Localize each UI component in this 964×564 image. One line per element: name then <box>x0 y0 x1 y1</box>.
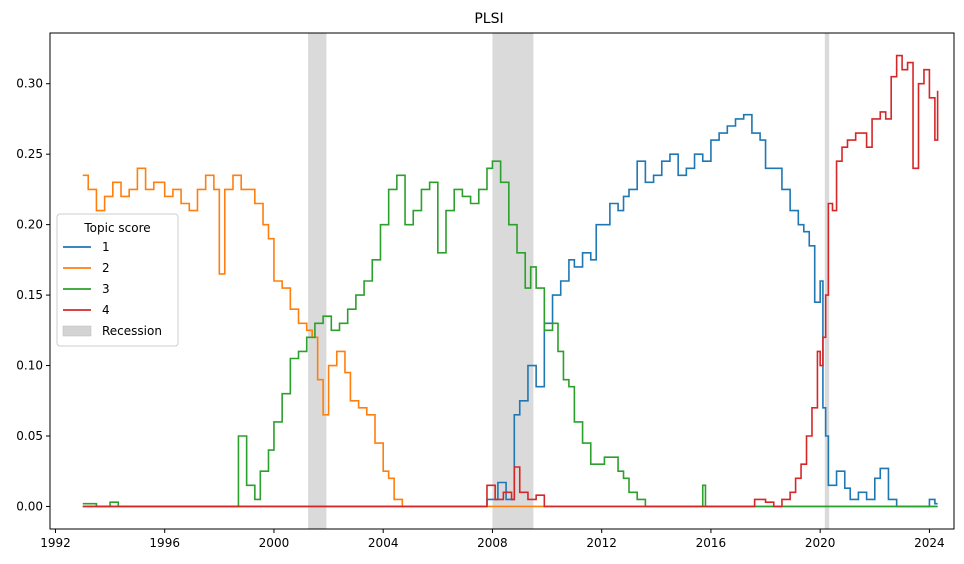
series-lines <box>82 54 939 508</box>
legend-label: 2 <box>102 261 110 275</box>
legend-label: 3 <box>102 282 110 296</box>
y-tick-label: 0.25 <box>16 147 43 161</box>
y-tick-label: 0.15 <box>16 288 43 302</box>
legend-swatch-recession <box>62 325 92 337</box>
y-tick-label: 0.10 <box>16 359 43 373</box>
recession-band <box>492 33 534 529</box>
x-tick-label: 2000 <box>259 536 290 550</box>
x-tick-label: 2004 <box>368 536 399 550</box>
legend-label: 4 <box>102 303 110 317</box>
legend-label: 1 <box>102 240 110 254</box>
series-line-2 <box>82 167 938 508</box>
x-tick-label: 1996 <box>149 536 180 550</box>
y-axis: 0.00 0.05 0.10 0.15 0.20 0.25 0.30 <box>16 77 50 513</box>
x-tick-label: 2012 <box>586 536 617 550</box>
y-tick-label: 0.20 <box>16 218 43 232</box>
x-tick-label: 2016 <box>696 536 727 550</box>
series-line-1 <box>82 113 938 508</box>
y-tick-label: 0.00 <box>16 499 43 513</box>
recession-band <box>308 33 327 529</box>
plot-frame <box>49 32 955 530</box>
y-tick-label: 0.05 <box>16 429 43 443</box>
chart-title: PLSI <box>474 11 503 27</box>
recession-band <box>824 33 830 529</box>
series-line-3 <box>82 160 938 508</box>
x-tick-label: 2024 <box>914 536 945 550</box>
legend-title: Topic score <box>83 221 150 235</box>
x-tick-label: 1992 <box>40 536 71 550</box>
y-tick-label: 0.30 <box>16 77 43 91</box>
recession-bands <box>308 33 830 529</box>
series-line-4 <box>82 54 939 508</box>
x-tick-label: 2008 <box>477 536 508 550</box>
x-tick-label: 2020 <box>805 536 836 550</box>
x-axis: 1992 1996 2000 2004 2008 2012 2016 2020 2024 <box>40 529 945 550</box>
legend-label: Recession <box>102 324 162 338</box>
legend: Topic score 1 2 3 4 Recession <box>56 213 179 347</box>
